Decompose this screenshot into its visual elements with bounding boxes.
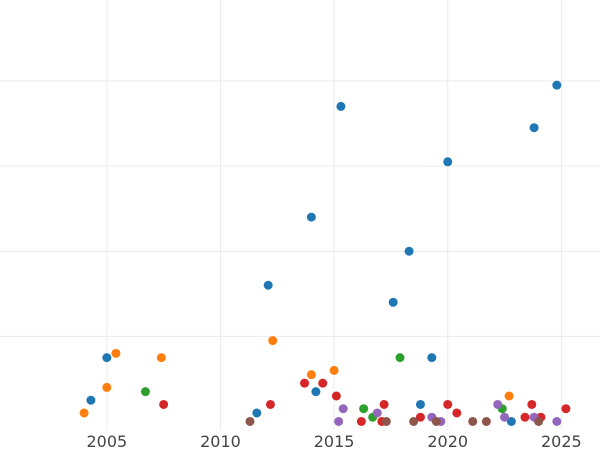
scatter-point xyxy=(102,353,112,363)
scatter-point xyxy=(443,157,453,167)
scatter-point xyxy=(338,404,348,414)
x-tick-label: 2015 xyxy=(314,432,355,450)
scatter-point xyxy=(468,416,478,426)
scatter-point xyxy=(552,416,562,426)
scatter-point xyxy=(318,378,328,388)
scatter-point xyxy=(452,408,462,418)
scatter-point xyxy=(415,412,425,422)
series-4 xyxy=(334,399,562,426)
scatter-point xyxy=(379,399,389,409)
scatter-point xyxy=(356,416,366,426)
scatter-point xyxy=(156,353,166,363)
scatter-point xyxy=(331,391,341,401)
scatter-point xyxy=(252,408,262,418)
scatter-point xyxy=(311,387,321,397)
x-tick-label: 2010 xyxy=(200,432,241,450)
scatter-point xyxy=(306,370,316,380)
scatter-point xyxy=(102,382,112,392)
scatter-point xyxy=(404,246,414,256)
scatter-point xyxy=(372,408,382,418)
scatter-point xyxy=(527,399,537,409)
scatter-point xyxy=(381,416,391,426)
scatter-point xyxy=(388,297,398,307)
scatter-point xyxy=(79,408,89,418)
scatter-point xyxy=(504,391,514,401)
scatter-point xyxy=(395,353,405,363)
grid-lines xyxy=(0,0,600,430)
scatter-point xyxy=(111,348,121,358)
scatter-point xyxy=(329,365,339,375)
scatter-point xyxy=(300,378,310,388)
x-tick-label: 2025 xyxy=(541,432,582,450)
scatter-point xyxy=(427,353,437,363)
scatter-point xyxy=(159,399,169,409)
scatter-point xyxy=(415,399,425,409)
series-1 xyxy=(79,336,514,418)
scatter-point xyxy=(409,416,419,426)
series-3 xyxy=(159,378,571,426)
scatter-point xyxy=(245,416,255,426)
x-axis-tick-labels: 2005 2010 2015 2020 2025 xyxy=(86,432,581,450)
x-tick-label: 2005 xyxy=(86,432,127,450)
scatter-points xyxy=(79,80,571,426)
scatter-point xyxy=(520,412,530,422)
scatter-point xyxy=(493,399,503,409)
scatter-point xyxy=(561,404,571,414)
scatter-point xyxy=(86,395,96,405)
scatter-point xyxy=(431,416,441,426)
scatter-point xyxy=(306,212,316,222)
series-2 xyxy=(140,353,507,422)
x-tick-label: 2020 xyxy=(427,432,468,450)
scatter-point xyxy=(506,416,516,426)
scatter-point xyxy=(263,280,273,290)
scatter-point xyxy=(500,412,510,422)
scatter-point xyxy=(359,404,369,414)
scatter-point xyxy=(481,416,491,426)
scatter-point xyxy=(265,399,275,409)
scatter-point xyxy=(534,416,544,426)
scatter-point xyxy=(268,336,278,346)
series-0 xyxy=(86,80,562,426)
series-5 xyxy=(245,416,544,426)
scatter-point xyxy=(334,416,344,426)
scatter-point xyxy=(529,123,539,133)
scatter-point xyxy=(443,399,453,409)
scatter-point xyxy=(552,80,562,90)
scatter-point xyxy=(140,387,150,397)
scatter-point xyxy=(336,101,346,111)
